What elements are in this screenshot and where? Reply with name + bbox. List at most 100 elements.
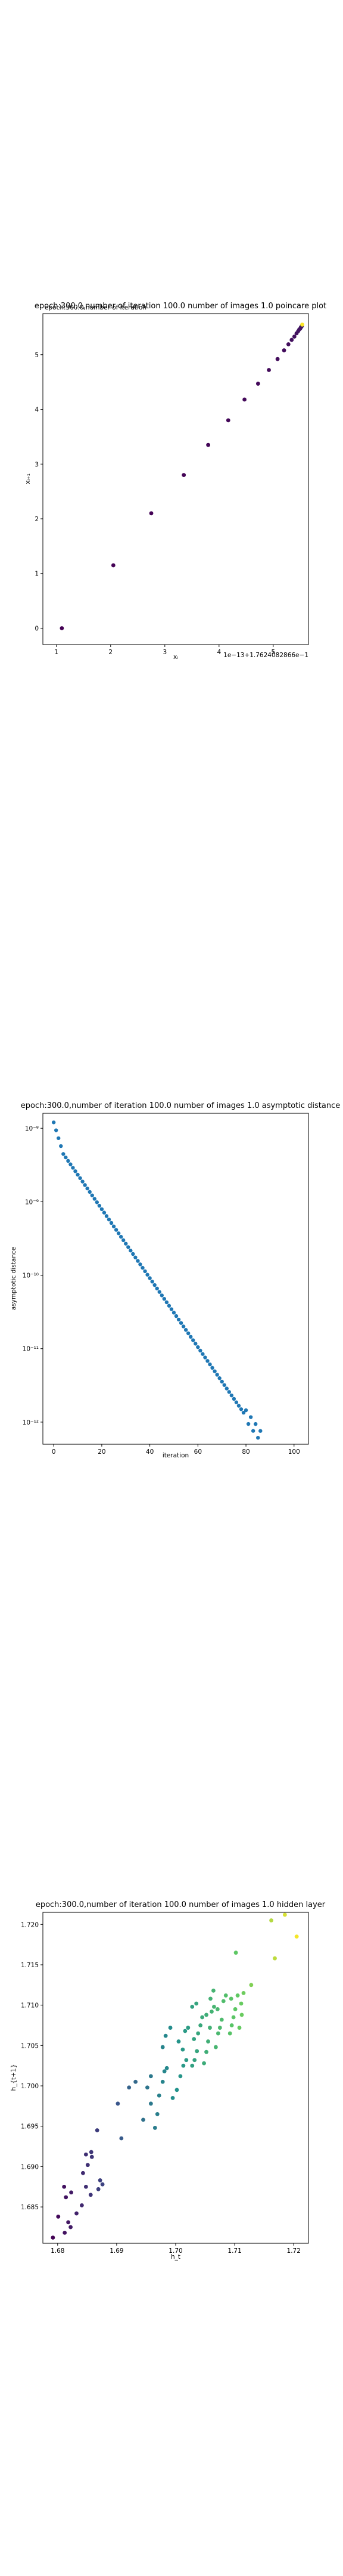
y-tick-label: 3: [35, 461, 39, 468]
tick-group: 0 20 40 60 80 100 10⁻⁸ 10⁻⁹ 10⁻¹⁰ 10⁻¹¹ 10⁻¹²: [23, 1125, 300, 1456]
x-tick-label: 1: [54, 649, 58, 656]
data-point: [180, 2047, 185, 2052]
x-tick-label: 1.68: [51, 2247, 64, 2255]
x-tick-label: 1.70: [169, 2247, 182, 2255]
data-point: [208, 1996, 213, 2001]
data-point: [198, 1348, 202, 1353]
data-point: [97, 1203, 102, 1208]
data-point: [71, 1166, 75, 1170]
data-point: [176, 2039, 181, 2044]
data-point: [213, 2045, 218, 2049]
y-tick-label: 10⁻⁹: [25, 1199, 39, 1206]
y-tick-label: 5: [35, 352, 39, 359]
data-point: [194, 2001, 199, 2006]
data-point: [56, 2214, 61, 2219]
data-point: [119, 2136, 124, 2141]
x-tick-label: 2: [108, 649, 113, 656]
y-tick-label: 1.715: [21, 1962, 39, 1969]
data-point: [104, 1214, 109, 1218]
data-point: [231, 2015, 236, 2020]
y-tick-label: 1.690: [21, 2163, 39, 2171]
data-point: [184, 2058, 189, 2063]
data-point: [282, 348, 286, 352]
data-point: [172, 1311, 176, 1315]
data-point: [150, 1280, 154, 1284]
data-point: [51, 2236, 55, 2240]
data-point: [237, 2026, 242, 2030]
data-point: [269, 1918, 273, 1922]
data-point: [241, 1990, 246, 1995]
data-point: [275, 357, 280, 361]
x-tick-label: 80: [242, 1448, 250, 1456]
data-point: [89, 2150, 93, 2154]
data-point: [83, 2152, 88, 2157]
y-axis-label: asymptotic distance: [10, 1247, 17, 1310]
data-point: [143, 1269, 147, 1274]
data-point: [157, 2093, 161, 2098]
marks-group: [51, 1120, 263, 1440]
data-point: [182, 473, 186, 478]
data-point: [204, 2049, 208, 2054]
data-point: [242, 397, 247, 402]
plot-frame: [42, 1912, 309, 2244]
data-point: [64, 1155, 68, 1160]
data-point: [213, 1369, 217, 1373]
data-point: [133, 1255, 138, 1259]
data-point: [190, 2063, 195, 2068]
data-point: [96, 2187, 101, 2191]
data-point: [69, 2190, 73, 2195]
x-tick-label: 4: [217, 649, 221, 656]
data-point: [233, 1950, 238, 1955]
data-point: [152, 1283, 157, 1287]
y-tick-label: 1.695: [21, 2123, 39, 2131]
data-point: [202, 2061, 206, 2066]
y-tick-label: 1: [35, 571, 39, 578]
offset-text: 1e−13+1.7624082866e−1: [223, 652, 308, 659]
y-tick-label: 2: [35, 516, 39, 523]
chart-title: epoch:300.0,number of iteration 100.0 nu…: [21, 1101, 340, 1110]
data-point: [80, 2203, 84, 2207]
data-point: [215, 1373, 219, 1377]
data-point: [244, 1408, 248, 1413]
data-point: [210, 1366, 214, 1370]
data-point: [219, 2017, 224, 2022]
tick-group: 1 2 3 4 5 0 1 2 3 4 5: [35, 352, 275, 656]
data-point: [208, 2026, 212, 2030]
data-point: [235, 1993, 240, 1998]
data-point: [292, 335, 297, 339]
data-point: [126, 1245, 130, 1249]
data-point: [131, 1252, 135, 1256]
data-point: [232, 1397, 236, 1401]
data-point: [155, 1286, 159, 1291]
data-point: [226, 418, 230, 423]
y-tick-label: 1.705: [21, 2042, 39, 2049]
data-point: [89, 2154, 94, 2159]
data-point: [133, 2079, 138, 2084]
data-point: [111, 1224, 116, 1228]
data-point: [190, 2004, 195, 2009]
data-point: [66, 2220, 71, 2225]
data-point: [61, 1152, 66, 1156]
data-point: [300, 322, 304, 327]
data-point: [186, 1331, 191, 1336]
data-point: [227, 2031, 232, 2036]
data-point: [95, 2128, 99, 2132]
data-point: [191, 1338, 195, 1342]
data-point: [194, 1342, 198, 1346]
data-point: [73, 1169, 77, 1174]
x-axis-label: iteration: [163, 1452, 189, 1459]
x-tick-label: 5: [271, 649, 275, 656]
data-point: [289, 338, 294, 342]
data-point: [258, 1429, 263, 1433]
data-point: [111, 563, 116, 568]
data-point: [192, 2037, 197, 2041]
data-point: [90, 1193, 94, 1197]
x-axis-label: h_t: [171, 2253, 180, 2261]
data-point: [107, 1217, 111, 1222]
y-tick-label: 4: [35, 407, 39, 414]
data-point: [256, 1435, 260, 1440]
data-point: [216, 2031, 220, 2036]
data-point: [145, 2085, 149, 2090]
data-point: [217, 2026, 222, 2030]
data-point: [220, 1379, 224, 1384]
